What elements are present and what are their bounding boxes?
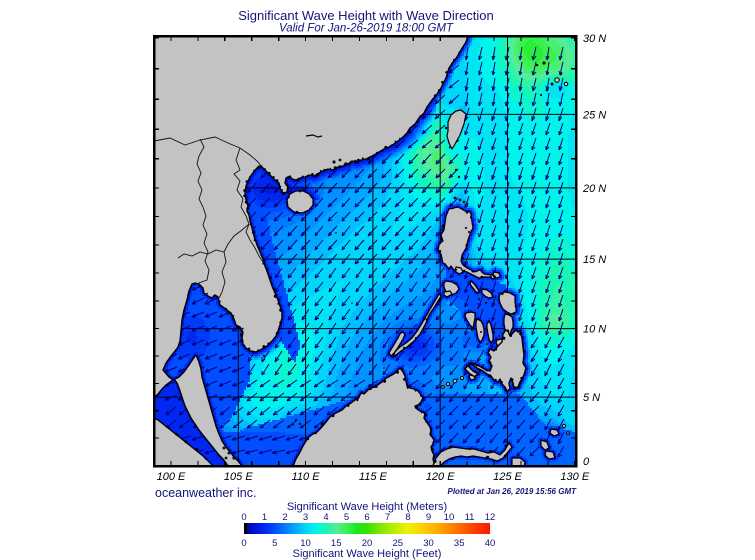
svg-text:105 E: 105 E: [224, 471, 253, 483]
svg-text:15 N: 15 N: [583, 254, 606, 266]
svg-text:8: 8: [405, 512, 410, 523]
svg-text:125 E: 125 E: [493, 471, 522, 483]
svg-text:35: 35: [454, 538, 465, 549]
svg-text:110 E: 110 E: [292, 471, 321, 483]
svg-text:30: 30: [423, 538, 434, 549]
svg-text:20 N: 20 N: [582, 183, 606, 195]
svg-text:20: 20: [362, 538, 373, 549]
svg-text:11: 11: [465, 512, 475, 523]
svg-text:5 N: 5 N: [583, 392, 600, 404]
svg-text:7: 7: [385, 512, 390, 523]
svg-text:2: 2: [282, 512, 287, 523]
svg-text:130 E: 130 E: [560, 471, 589, 483]
svg-text:9: 9: [426, 512, 431, 523]
svg-text:10: 10: [444, 512, 455, 523]
svg-text:25: 25: [393, 538, 404, 549]
svg-text:25 N: 25 N: [582, 109, 606, 121]
svg-text:5: 5: [272, 538, 277, 549]
svg-text:0: 0: [583, 456, 590, 468]
svg-text:Significant Wave Height (Feet): Significant Wave Height (Feet): [293, 548, 442, 560]
svg-text:4: 4: [323, 512, 328, 523]
svg-text:Significant Wave Height with W: Significant Wave Height with Wave Direct…: [238, 8, 494, 23]
svg-text:Significant Wave Height (Meter: Significant Wave Height (Meters): [287, 501, 447, 513]
svg-text:100 E: 100 E: [157, 471, 186, 483]
svg-text:1: 1: [262, 512, 267, 523]
svg-text:Plotted at Jan 26, 2019 15:56: Plotted at Jan 26, 2019 15:56 GMT: [448, 487, 578, 496]
svg-text:6: 6: [364, 512, 369, 523]
svg-text:30 N: 30 N: [583, 33, 606, 45]
svg-text:120 E: 120 E: [426, 471, 455, 483]
svg-text:40: 40: [485, 538, 496, 549]
svg-text:15: 15: [331, 538, 342, 549]
svg-text:12: 12: [485, 512, 496, 523]
svg-text:115 E: 115 E: [359, 471, 388, 483]
svg-text:Valid For Jan-26-2019 18:00 GM: Valid For Jan-26-2019 18:00 GMT: [279, 23, 454, 35]
svg-text:10: 10: [300, 538, 311, 549]
svg-text:0: 0: [241, 538, 246, 549]
svg-text:3: 3: [303, 512, 308, 523]
svg-text:5: 5: [344, 512, 349, 523]
svg-text:10 N: 10 N: [583, 324, 606, 336]
svg-text:0: 0: [241, 512, 246, 523]
svg-text:oceanweather inc.: oceanweather inc.: [155, 486, 256, 500]
